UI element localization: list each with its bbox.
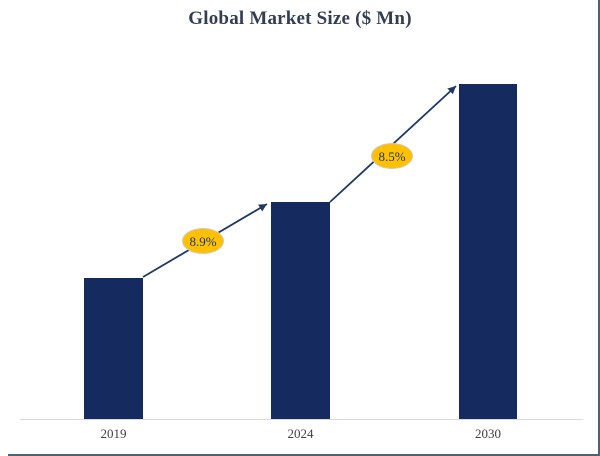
x-tick-2024: 2024 — [287, 426, 314, 441]
growth-badge-2024-2030: 8.5% — [371, 143, 413, 169]
growth-badge-label: 8.5% — [378, 148, 406, 164]
x-tick-2030: 2030 — [475, 426, 501, 441]
x-axis-line — [20, 419, 583, 420]
chart-frame-right-border — [598, 0, 600, 456]
growth-badge-2019-2024: 8.9% — [182, 228, 224, 254]
bar-2019 — [84, 278, 143, 420]
bar-2024 — [271, 202, 330, 420]
bar-2030 — [459, 84, 517, 420]
x-tick-2019: 2019 — [100, 426, 127, 441]
chart-title: Global Market Size ($ Mn) — [188, 8, 412, 29]
chart-frame-bottom-border — [8, 454, 600, 456]
growth-badge-label: 8.9% — [189, 233, 217, 249]
